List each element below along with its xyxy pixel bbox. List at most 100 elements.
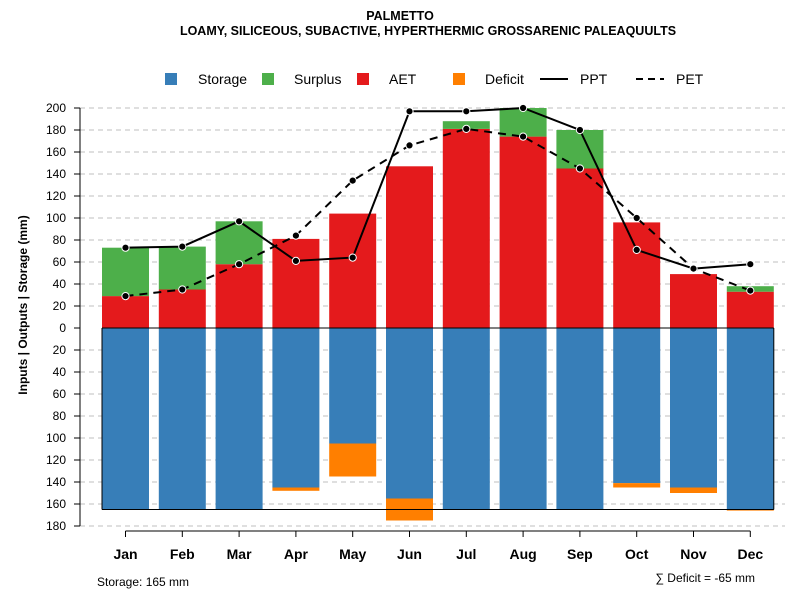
aet-bar (556, 168, 604, 328)
ppt-point (575, 125, 585, 135)
deficit-bar (613, 483, 661, 488)
aet-bar (215, 264, 263, 328)
aet-bar (613, 222, 661, 328)
y-tick-label-top: 120 (46, 189, 66, 203)
x-tick-label: May (339, 546, 366, 562)
legend-label-pet: PET (676, 71, 704, 87)
deficit-bar (272, 487, 320, 491)
x-tick-label: Nov (680, 546, 707, 562)
legend-swatch-surplus (262, 73, 274, 85)
legend-swatch-storage (165, 73, 177, 85)
y-tick-label-top: 100 (46, 211, 66, 225)
x-tick-label: Dec (737, 546, 763, 562)
y-tick-label-bottom: 60 (53, 387, 67, 401)
ppt-point (519, 103, 528, 113)
pet-point (746, 286, 755, 295)
y-tick-label-top: 40 (53, 277, 67, 291)
legend: Storage Surplus AET Deficit PPT PET (165, 71, 704, 87)
pet-point (405, 141, 414, 150)
pet-point (462, 124, 471, 133)
deficit-bar (726, 509, 774, 511)
x-tick-label: Jul (456, 546, 476, 562)
pet-point (575, 164, 585, 173)
y-tick-label-top: 180 (46, 123, 66, 137)
pet-point (291, 231, 300, 240)
y-tick-label-top: 160 (46, 145, 66, 159)
pet-point (235, 260, 244, 269)
pet-point (632, 213, 641, 223)
legend-swatch-aet (357, 73, 369, 85)
pet-point (519, 132, 528, 141)
ppt-line (125, 106, 751, 270)
deficit-bar (329, 443, 377, 477)
storage-bar (158, 328, 206, 510)
storage-bar (386, 328, 433, 499)
storage-bar (726, 328, 774, 510)
ppt-point (121, 243, 130, 252)
y-tick-label-top: 140 (46, 167, 66, 181)
y-tick-label-top: 200 (46, 101, 66, 115)
storage-bar (272, 328, 320, 488)
legend-label-deficit: Deficit (485, 71, 524, 87)
chart-subtitle: LOAMY, SILICEOUS, SUBACTIVE, HYPERTHERMI… (180, 24, 676, 38)
x-tick-label: Jun (397, 546, 422, 562)
x-tick-label: Oct (625, 546, 649, 562)
storage-bar (215, 328, 263, 510)
ppt-point (235, 217, 244, 226)
y-tick-label-bottom: 20 (53, 343, 67, 357)
aet-bar (726, 291, 774, 328)
storage-bar (442, 328, 490, 510)
storage-bar (670, 328, 717, 488)
deficit-sum-note: ∑ Deficit = -65 mm (655, 571, 755, 585)
aet-bar (386, 166, 433, 328)
y-tick-label-bottom: 40 (53, 365, 67, 379)
ppt-point (348, 253, 357, 262)
storage-bar (329, 328, 377, 444)
aet-surplus-bars (102, 108, 774, 328)
surplus-bar (102, 247, 149, 297)
y-axis: 0 20 20 40 40 60 60 80 80 100 100 120 120 140 140 160 16… (46, 101, 81, 533)
pet-point (178, 285, 187, 294)
aet-bar (670, 274, 717, 328)
aet-bar (329, 213, 377, 328)
surplus-bar (499, 108, 547, 137)
x-tick-label: Mar (227, 546, 252, 562)
x-tick-label: Feb (170, 546, 195, 562)
y-tick-label-top: 80 (53, 233, 67, 247)
ppt-point (291, 256, 300, 265)
ppt-point (746, 260, 755, 269)
storage-bar (102, 328, 149, 510)
y-tick-label-top: 0 (59, 321, 66, 335)
storage-bar (613, 328, 661, 484)
ppt-point (178, 242, 187, 251)
aet-bar (158, 289, 206, 328)
legend-label-aet: AET (389, 71, 417, 87)
y-tick-label-bottom: 120 (46, 453, 66, 467)
y-tick-label-top: 60 (53, 255, 67, 269)
y-tick-label-bottom: 80 (53, 409, 67, 423)
x-tick-label: Sep (567, 546, 593, 562)
y-tick-label-bottom: 160 (46, 497, 66, 511)
aet-bar (442, 128, 490, 328)
x-tick-label: Apr (284, 546, 309, 562)
y-tick-label-bottom: 140 (46, 475, 66, 489)
x-tick-label: Jan (113, 546, 137, 562)
y-axis-label: Inputs | Outputs | Storage (mm) (16, 215, 30, 394)
legend-label-storage: Storage (198, 71, 247, 87)
aet-bar (272, 238, 320, 328)
chart-frame (101, 327, 775, 510)
y-tick-label-bottom: 100 (46, 431, 66, 445)
legend-label-surplus: Surplus (294, 71, 341, 87)
x-tick-label: Aug (509, 546, 536, 562)
storage-note: Storage: 165 mm (97, 575, 189, 589)
ppt-point (632, 245, 641, 254)
ppt-pet-lines (121, 103, 755, 301)
legend-label-ppt: PPT (580, 71, 608, 87)
storage-bar (556, 328, 604, 510)
deficit-bar (670, 487, 717, 493)
legend-swatch-deficit (453, 73, 465, 85)
ppt-point (462, 107, 471, 116)
pet-point (121, 292, 130, 301)
ppt-point (405, 107, 414, 116)
